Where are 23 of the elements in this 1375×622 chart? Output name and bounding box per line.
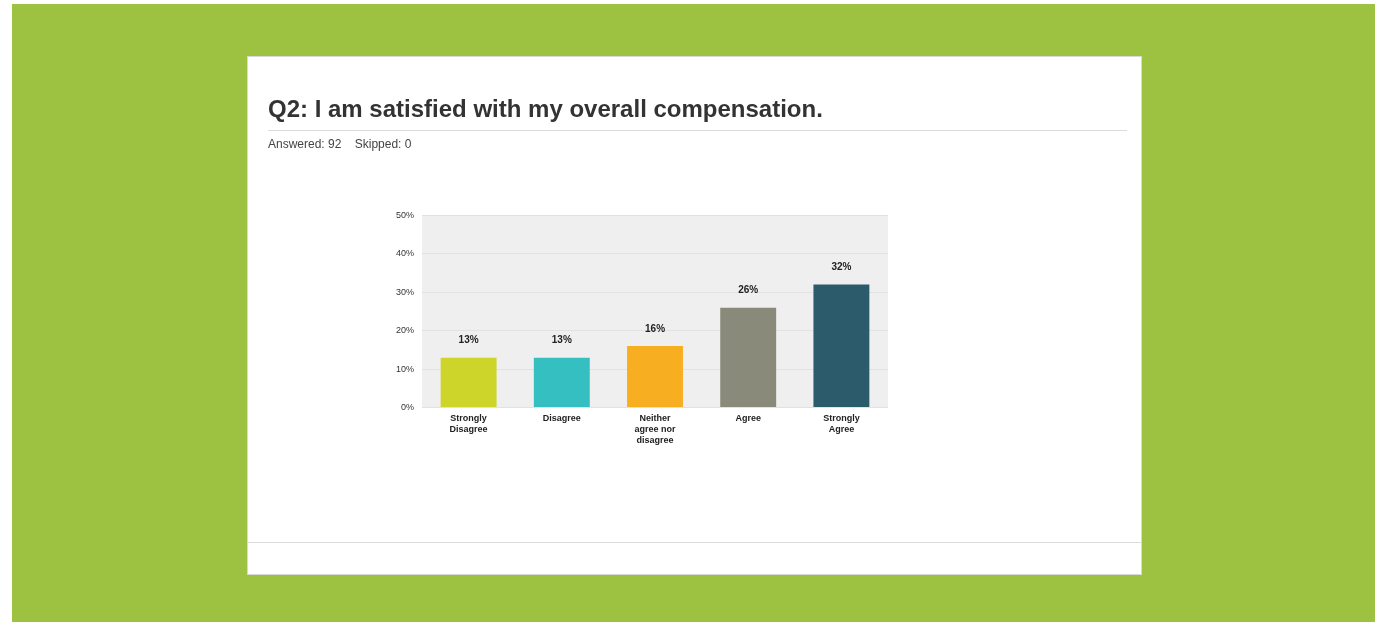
y-tick-label: 10%: [396, 363, 415, 374]
x-tick-label: Agree: [735, 413, 761, 424]
y-tick-label: 50%: [396, 209, 415, 220]
bar: [813, 284, 870, 408]
bar: [533, 357, 590, 408]
x-tick-label: Disagree: [542, 413, 581, 424]
y-tick-label: 0%: [401, 402, 415, 413]
y-tick-label: 30%: [396, 286, 415, 297]
x-tick-label: Strongly Disagree: [449, 413, 488, 435]
data-label: 16%: [645, 322, 666, 334]
x-tick-label: Neither agree nor disagree: [634, 413, 677, 446]
y-tick-label: 40%: [396, 248, 415, 259]
bar: [720, 307, 777, 408]
chart-subtitle: Answered: 92 Skipped: 0: [268, 137, 412, 151]
chart-title: Q2: I am satisfied with my overall compensation.: [268, 95, 823, 123]
bar: [440, 357, 497, 408]
bar: [627, 346, 683, 408]
data-label: 26%: [738, 284, 759, 296]
data-label: 32%: [831, 261, 852, 273]
x-tick-label: Strongly Agree: [823, 413, 860, 435]
data-label: 13%: [458, 334, 479, 346]
y-tick-label: 20%: [396, 325, 415, 336]
data-label: 13%: [551, 334, 572, 346]
